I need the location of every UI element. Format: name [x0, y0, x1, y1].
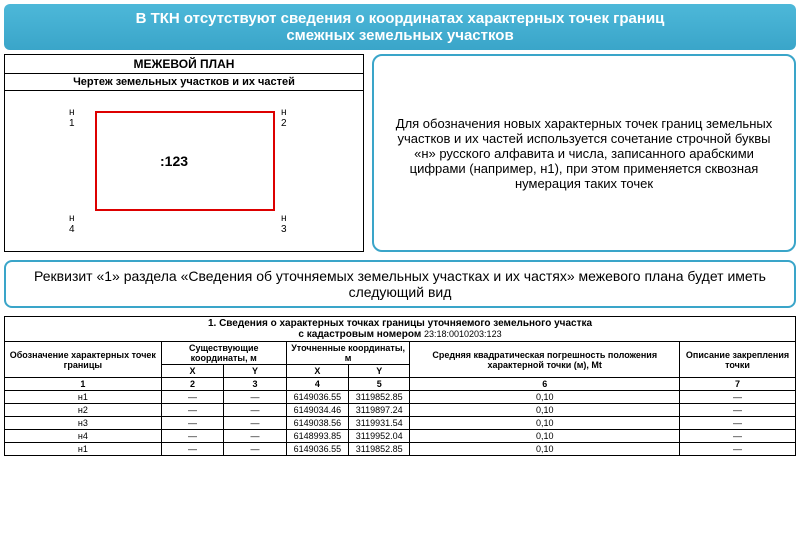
- table-title-row: 1. Сведения о характерных точках границы…: [5, 317, 796, 342]
- header-row-1: Обозначение характерных точек границы Су…: [5, 342, 796, 365]
- col-ex-x: X: [161, 365, 224, 378]
- plot-number: :123: [160, 153, 188, 169]
- header-line1: В ТКН отсутствуют сведения о координатах…: [14, 10, 786, 27]
- table-cell: 3119952.04: [348, 430, 409, 443]
- col-refined: Уточненные координаты, м: [286, 342, 410, 365]
- table-cell: н4: [5, 430, 162, 443]
- table-row: н4——6148993.853119952.040,10—: [5, 430, 796, 443]
- table-cell: 6149034.46: [286, 404, 348, 417]
- table-cell: 6149036.55: [286, 391, 348, 404]
- table-cell: —: [161, 404, 224, 417]
- corner-h4: н4: [69, 213, 75, 235]
- table-cell: 3119852.85: [348, 391, 409, 404]
- plan-subtitle: Чертеж земельных участков и их частей: [5, 74, 363, 91]
- table-title-line2: с кадастровым номером 23:18:0010203:123: [8, 329, 792, 340]
- table-cell: н1: [5, 443, 162, 456]
- mid-banner-text: Реквизит «1» раздела «Сведения об уточня…: [34, 268, 766, 300]
- data-rows: н1——6149036.553119852.850,10—н2——6149034…: [5, 391, 796, 456]
- cadastral-number: 23:18:0010203:123: [424, 329, 502, 339]
- table-cell: —: [224, 417, 287, 430]
- coordinates-table: 1. Сведения о характерных точках границы…: [4, 316, 796, 456]
- table-cell: —: [680, 443, 796, 456]
- corner-h1: н1: [69, 107, 75, 129]
- col-existing: Существующие координаты, м: [161, 342, 286, 365]
- col-desc: Описание закрепления точки: [680, 342, 796, 378]
- table-cell: 3119897.24: [348, 404, 409, 417]
- col-ex-y: Y: [224, 365, 287, 378]
- header-banner: В ТКН отсутствуют сведения о координатах…: [4, 4, 796, 50]
- survey-plan-panel: МЕЖЕВОЙ ПЛАН Чертеж земельных участков и…: [4, 54, 364, 252]
- table-cell: —: [161, 430, 224, 443]
- col-error: Средняя квадратическая погрешность полож…: [410, 342, 680, 378]
- corner-h3: н3: [281, 213, 287, 235]
- plot-diagram: н1 н2 н3 н4 :123: [5, 91, 363, 251]
- table-cell: 3119852.85: [348, 443, 409, 456]
- table-cell: —: [224, 443, 287, 456]
- table-cell: —: [161, 391, 224, 404]
- explanation-text: Для обозначения новых характерных точек …: [386, 116, 782, 191]
- corner-h2: н2: [281, 107, 287, 129]
- table-row: н1——6149036.553119852.850,10—: [5, 391, 796, 404]
- table-cell: —: [680, 417, 796, 430]
- data-table-container: 1. Сведения о характерных точках границы…: [0, 316, 800, 456]
- table-row: н2——6149034.463119897.240,10—: [5, 404, 796, 417]
- mid-banner: Реквизит «1» раздела «Сведения об уточня…: [4, 260, 796, 308]
- table-cell: н3: [5, 417, 162, 430]
- table-cell: —: [224, 404, 287, 417]
- header-line2: смежных земельных участков: [14, 27, 786, 44]
- table-cell: —: [224, 430, 287, 443]
- table-cell: —: [680, 404, 796, 417]
- table-cell: —: [680, 430, 796, 443]
- table-cell: —: [161, 443, 224, 456]
- table-title-line1: 1. Сведения о характерных точках границы…: [8, 318, 792, 329]
- table-cell: н2: [5, 404, 162, 417]
- explanation-panel: Для обозначения новых характерных точек …: [372, 54, 796, 252]
- table-cell: 0,10: [410, 404, 680, 417]
- col-point: Обозначение характерных точек границы: [5, 342, 162, 378]
- col-uy-y: Y: [348, 365, 409, 378]
- number-row: 1 2 3 4 5 6 7: [5, 378, 796, 391]
- table-cell: 0,10: [410, 443, 680, 456]
- table-cell: н1: [5, 391, 162, 404]
- table-cell: —: [161, 417, 224, 430]
- table-row: н3——6149038.563119931.540,10—: [5, 417, 796, 430]
- plan-title: МЕЖЕВОЙ ПЛАН: [5, 55, 363, 74]
- table-cell: 3119931.54: [348, 417, 409, 430]
- col-ux-x: X: [286, 365, 348, 378]
- table-cell: 0,10: [410, 430, 680, 443]
- table-cell: —: [680, 391, 796, 404]
- top-section: МЕЖЕВОЙ ПЛАН Чертеж земельных участков и…: [0, 54, 800, 252]
- table-row: н1——6149036.553119852.850,10—: [5, 443, 796, 456]
- table-cell: 6148993.85: [286, 430, 348, 443]
- table-cell: 0,10: [410, 417, 680, 430]
- table-cell: 6149036.55: [286, 443, 348, 456]
- table-cell: 0,10: [410, 391, 680, 404]
- table-cell: 6149038.56: [286, 417, 348, 430]
- table-cell: —: [224, 391, 287, 404]
